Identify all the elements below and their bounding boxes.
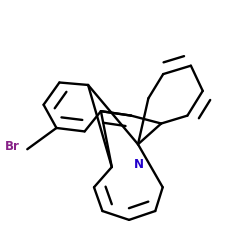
Text: N: N bbox=[134, 158, 144, 171]
Text: Br: Br bbox=[4, 140, 19, 153]
